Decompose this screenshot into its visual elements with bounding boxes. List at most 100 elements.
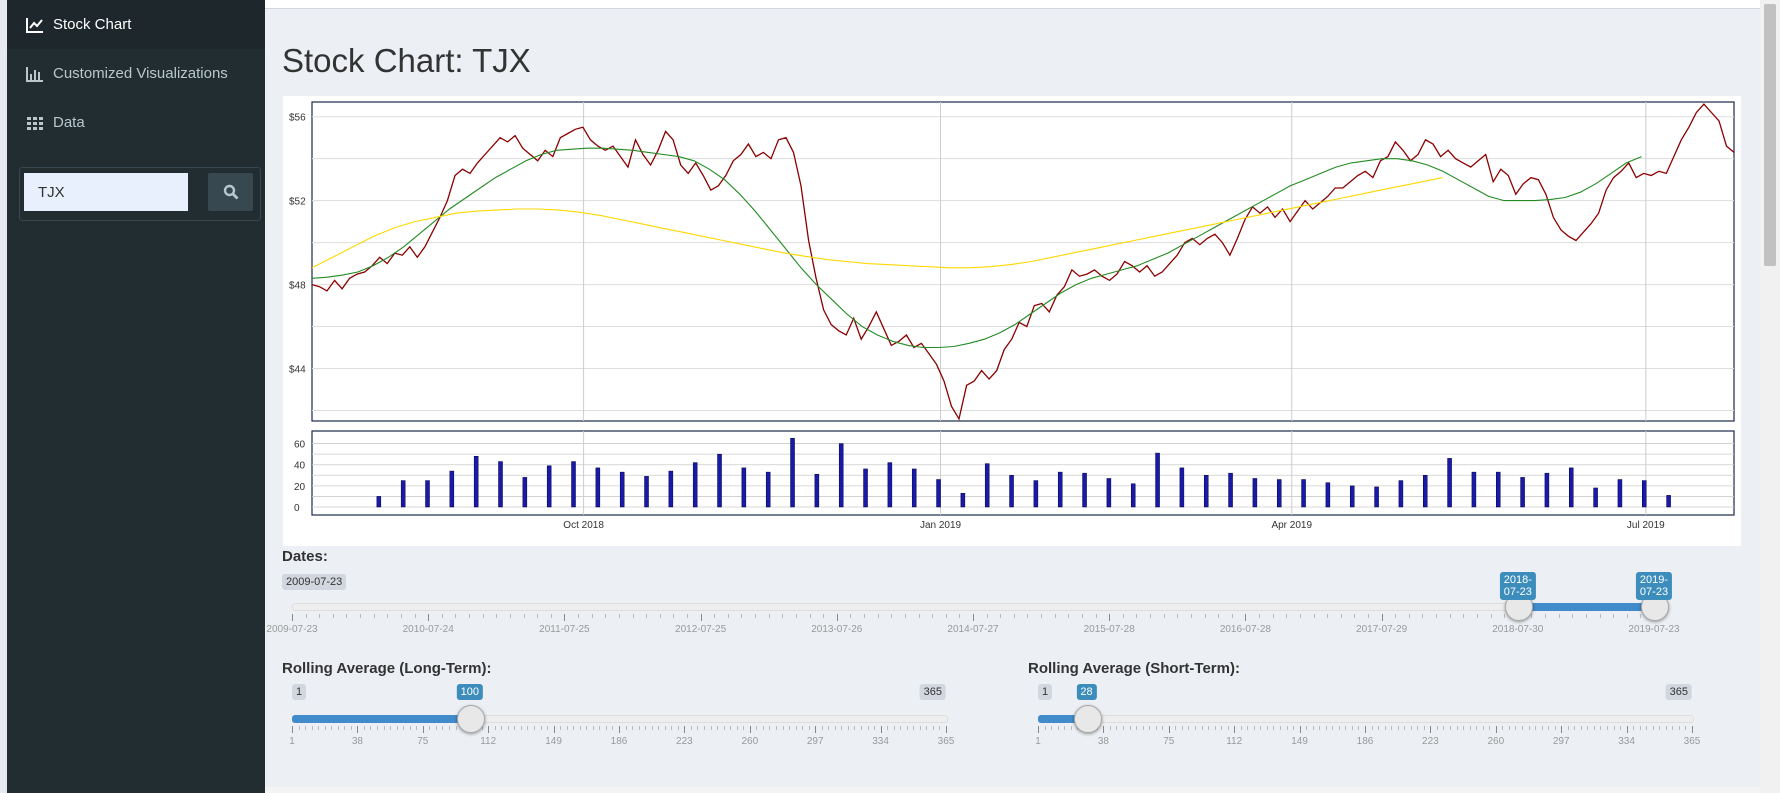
slider-tick bbox=[553, 726, 555, 733]
slider-tick-label: 260 bbox=[1487, 736, 1505, 747]
scrollbar-thumb[interactable] bbox=[1764, 4, 1776, 266]
slider-minor-tick bbox=[1423, 726, 1425, 730]
ticker-input[interactable] bbox=[24, 173, 188, 211]
table-icon bbox=[27, 116, 43, 130]
slider-minor-tick bbox=[591, 614, 593, 618]
dates-min-label: 2009-07-23 bbox=[282, 574, 347, 590]
slider-minor-tick bbox=[579, 726, 581, 730]
slider-minor-tick bbox=[743, 726, 745, 730]
slider-minor-tick bbox=[1208, 726, 1210, 730]
slider-tick bbox=[700, 614, 702, 621]
slider-minor-tick bbox=[1515, 726, 1517, 730]
slider-tick bbox=[292, 614, 293, 621]
slider-minor-tick bbox=[520, 726, 522, 730]
slider-minor-tick bbox=[769, 726, 771, 730]
slider-minor-tick bbox=[1397, 726, 1399, 730]
top-bar bbox=[265, 0, 1760, 9]
slider-minor-tick bbox=[1528, 726, 1530, 730]
volume-bar bbox=[473, 456, 479, 508]
slider-minor-tick bbox=[1286, 726, 1288, 730]
slider-fill bbox=[1038, 715, 1087, 723]
volume-bar bbox=[765, 471, 771, 508]
dates-from-handle-value: 2018-07-23 bbox=[1499, 572, 1536, 600]
slider-tick-label: 2014-07-27 bbox=[947, 624, 999, 635]
slider-minor-tick bbox=[874, 726, 876, 730]
slider-minor-tick bbox=[860, 726, 862, 730]
slider-minor-tick bbox=[714, 614, 716, 618]
slider-minor-tick bbox=[1201, 726, 1203, 730]
slider-minor-tick bbox=[1204, 614, 1206, 618]
slider-minor-tick bbox=[651, 726, 653, 730]
slider-minor-tick bbox=[1508, 726, 1510, 730]
sidebar-item-data[interactable]: Data bbox=[7, 98, 265, 147]
sidebar-item-customized-visualizations[interactable]: Customized Visualizations bbox=[7, 49, 265, 98]
price-y-tick-label: $44 bbox=[289, 365, 306, 376]
slider-minor-tick bbox=[1504, 614, 1506, 618]
long-term-label: Rolling Average (Long-Term): bbox=[282, 660, 492, 677]
sidebar-item-label: Customized Visualizations bbox=[53, 65, 228, 82]
volume-x-tick-label: Oct 2018 bbox=[563, 520, 604, 531]
short-term-handle[interactable] bbox=[1073, 705, 1102, 733]
slider-minor-tick bbox=[324, 726, 326, 730]
slider-minor-tick bbox=[1081, 614, 1083, 618]
slider-minor-tick bbox=[414, 614, 416, 618]
price-y-tick-label: $56 bbox=[289, 113, 306, 124]
slider-minor-tick bbox=[1463, 614, 1465, 618]
page-scrollbar[interactable] bbox=[1760, 0, 1780, 793]
slider-minor-tick bbox=[387, 614, 389, 618]
slider-minor-tick bbox=[741, 614, 743, 618]
slider-minor-tick bbox=[331, 726, 333, 730]
slider-minor-tick bbox=[1593, 726, 1595, 730]
volume-bar bbox=[741, 467, 747, 508]
slider-tick bbox=[488, 726, 490, 733]
slider-minor-tick bbox=[523, 614, 525, 618]
slider-tick bbox=[357, 726, 359, 733]
slider-minor-tick bbox=[1620, 726, 1622, 730]
volume-bar bbox=[522, 477, 528, 508]
slider-minor-tick bbox=[823, 614, 825, 618]
volume-bar bbox=[1593, 487, 1598, 508]
volume-bar bbox=[1642, 480, 1647, 508]
slider-tick-label: 186 bbox=[610, 736, 628, 747]
slider-tick-label: 112 bbox=[480, 736, 497, 747]
volume-bar bbox=[1374, 486, 1379, 508]
slider-minor-tick bbox=[1646, 726, 1648, 730]
volume-bar bbox=[911, 468, 917, 508]
slider-tick bbox=[946, 726, 947, 733]
slider-minor-tick bbox=[1371, 726, 1373, 730]
volume-bar bbox=[1447, 458, 1452, 508]
slider-minor-tick bbox=[507, 726, 509, 730]
slider-minor-tick bbox=[344, 726, 346, 730]
volume-bar bbox=[644, 476, 649, 508]
slider-minor-tick bbox=[1554, 726, 1556, 730]
slider-tick-label: 297 bbox=[1552, 736, 1570, 747]
slider-minor-tick bbox=[1194, 726, 1196, 730]
series-line-long-term-average bbox=[312, 177, 1443, 269]
search-button[interactable] bbox=[208, 173, 253, 211]
volume-bar bbox=[400, 480, 406, 508]
slider-minor-tick bbox=[1354, 614, 1356, 618]
slider-minor-tick bbox=[1469, 726, 1471, 730]
slider-max-label: 365 bbox=[919, 684, 946, 700]
slider-minor-tick bbox=[400, 614, 402, 618]
slider-minor-tick bbox=[945, 614, 947, 618]
slider-minor-tick bbox=[573, 726, 575, 730]
slider-tick bbox=[292, 726, 293, 733]
long-term-handle[interactable] bbox=[456, 705, 485, 733]
slider-minor-tick bbox=[305, 726, 307, 730]
slider-minor-tick bbox=[887, 726, 889, 730]
slider-minor-tick bbox=[1181, 726, 1183, 730]
slider-minor-tick bbox=[1064, 726, 1066, 730]
slider-minor-tick bbox=[481, 726, 483, 730]
slider-minor-tick bbox=[1502, 726, 1504, 730]
slider-minor-tick bbox=[1240, 726, 1242, 730]
slider-minor-tick bbox=[756, 726, 758, 730]
slider-minor-tick bbox=[645, 726, 647, 730]
volume-bar bbox=[1568, 467, 1574, 508]
slider-minor-tick bbox=[891, 614, 893, 618]
slider-minor-tick bbox=[1340, 614, 1342, 618]
volume-bar bbox=[1130, 483, 1136, 508]
sidebar-item-stock-chart[interactable]: Stock Chart bbox=[7, 0, 265, 49]
slider-minor-tick bbox=[409, 726, 411, 730]
volume-bar bbox=[984, 463, 990, 508]
